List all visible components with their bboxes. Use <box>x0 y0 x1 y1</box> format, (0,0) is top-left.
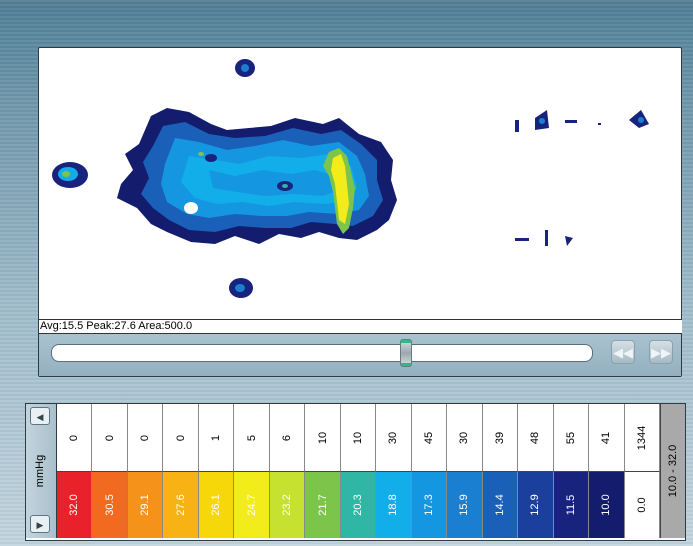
level-swatch: 23.2 <box>269 471 306 538</box>
level-swatch: 10.0 <box>589 471 625 538</box>
level-swatch: 11.5 <box>553 471 590 538</box>
level-value: 27.6 <box>174 494 187 516</box>
fast-forward-button[interactable]: ▶▶ <box>649 340 673 364</box>
pressure-speckles-right <box>515 110 649 246</box>
rewind-icon: ◀◀ <box>613 345 633 360</box>
count-value: 30 <box>387 431 400 444</box>
level-value: 12.9 <box>529 494 542 516</box>
level-swatch: 27.6 <box>163 471 199 538</box>
count-value: 41 <box>600 431 613 444</box>
rewind-button[interactable]: ◀◀ <box>611 340 635 364</box>
pressure-body-main <box>117 108 397 244</box>
count-cell: 10 <box>340 404 377 471</box>
level-value: 32.0 <box>68 494 81 516</box>
level-swatch: 24.7 <box>234 471 270 538</box>
level-swatch: 21.7 <box>305 471 341 538</box>
level-value: 10.0 <box>600 494 613 516</box>
level-swatch: 20.3 <box>340 471 377 538</box>
level-swatch: 17.3 <box>411 471 448 538</box>
slider-thumb[interactable] <box>400 339 412 367</box>
level-value: 23.2 <box>281 494 294 516</box>
count-value: 0 <box>103 434 116 441</box>
unit-next-button[interactable]: ▶ <box>30 515 50 533</box>
color-legend: ◀ mmHg ▶ 0 32.0 0 30.5 0 29.1 0 27.6 1 26.1 5 24.7 6… <box>25 403 686 541</box>
count-cell: 45 <box>411 404 448 471</box>
legend-cells: 0 32.0 0 30.5 0 29.1 0 27.6 1 26.1 5 24.7 6 23.2 10 21.… <box>57 404 660 538</box>
level-swatch: 29.1 <box>127 471 164 538</box>
level-value: 0.0 <box>635 497 648 513</box>
count-value: 0 <box>68 434 81 441</box>
playback-controls: ◀◀ ▶▶ <box>39 334 681 376</box>
count-value: 1344 <box>635 425 648 450</box>
pressure-map <box>52 59 649 298</box>
pressure-blob-left <box>52 162 88 188</box>
level-swatch: 18.8 <box>376 471 412 538</box>
count-cell: 1344 <box>624 404 660 471</box>
unit-panel: ◀ mmHg ▶ <box>26 404 57 538</box>
pressure-map-viewer: Avg:15.5 Peak:27.6 Area:500.0 ◀◀ ▶▶ <box>38 47 682 377</box>
count-cell: 0 <box>127 404 164 471</box>
count-cell: 30 <box>376 404 412 471</box>
count-cell: 0 <box>57 404 93 471</box>
level-value: 18.8 <box>387 494 400 516</box>
level-value: 11.5 <box>564 494 577 516</box>
level-swatch: 26.1 <box>198 471 235 538</box>
unit-prev-button[interactable]: ◀ <box>30 407 50 425</box>
count-cell: 10 <box>305 404 341 471</box>
level-swatch: 12.9 <box>518 471 554 538</box>
count-value: 5 <box>245 434 258 441</box>
pressure-blob-top <box>235 59 255 77</box>
count-cell: 41 <box>589 404 625 471</box>
count-cell: 0 <box>163 404 199 471</box>
count-value: 0 <box>139 434 152 441</box>
chevron-left-icon: ◀ <box>36 412 44 422</box>
level-swatch: 0.0 <box>624 471 660 538</box>
count-cell: 5 <box>234 404 270 471</box>
level-value: 24.7 <box>245 494 258 516</box>
level-swatch: 32.0 <box>57 471 93 538</box>
stats-bar: Avg:15.5 Peak:27.6 Area:500.0 <box>39 319 682 334</box>
level-value: 14.4 <box>493 494 506 516</box>
level-swatch: 30.5 <box>92 471 128 538</box>
pressure-blob-bottom <box>229 278 253 298</box>
range-label: 10.0 - 32.0 <box>667 444 679 498</box>
level-value: 30.5 <box>103 494 116 516</box>
chevron-right-icon: ▶ <box>36 520 44 530</box>
count-value: 55 <box>564 431 577 444</box>
count-cell: 55 <box>553 404 590 471</box>
count-value: 6 <box>281 434 294 441</box>
count-value: 1 <box>210 434 223 441</box>
unit-label: mmHg <box>34 454 46 488</box>
count-cell: 0 <box>92 404 128 471</box>
count-value: 10 <box>316 431 329 444</box>
count-value: 45 <box>422 431 435 444</box>
level-value: 17.3 <box>422 494 435 516</box>
fast-forward-icon: ▶▶ <box>651 345 671 360</box>
level-value: 21.7 <box>316 494 329 516</box>
top-bar <box>0 0 693 8</box>
playback-slider[interactable] <box>51 339 593 367</box>
count-value: 0 <box>174 434 187 441</box>
count-cell: 39 <box>482 404 519 471</box>
level-value: 26.1 <box>210 494 223 516</box>
count-cell: 30 <box>447 404 483 471</box>
count-cell: 48 <box>518 404 554 471</box>
count-value: 30 <box>458 431 471 444</box>
count-cell: 6 <box>269 404 306 471</box>
level-swatch: 14.4 <box>482 471 519 538</box>
count-value: 39 <box>493 431 506 444</box>
count-value: 48 <box>529 431 542 444</box>
count-value: 10 <box>351 431 364 444</box>
level-value: 29.1 <box>139 494 152 516</box>
level-value: 20.3 <box>351 494 364 516</box>
level-swatch: 15.9 <box>447 471 483 538</box>
level-value: 15.9 <box>458 494 471 516</box>
range-panel: 10.0 - 32.0 <box>660 404 685 538</box>
count-cell: 1 <box>198 404 235 471</box>
